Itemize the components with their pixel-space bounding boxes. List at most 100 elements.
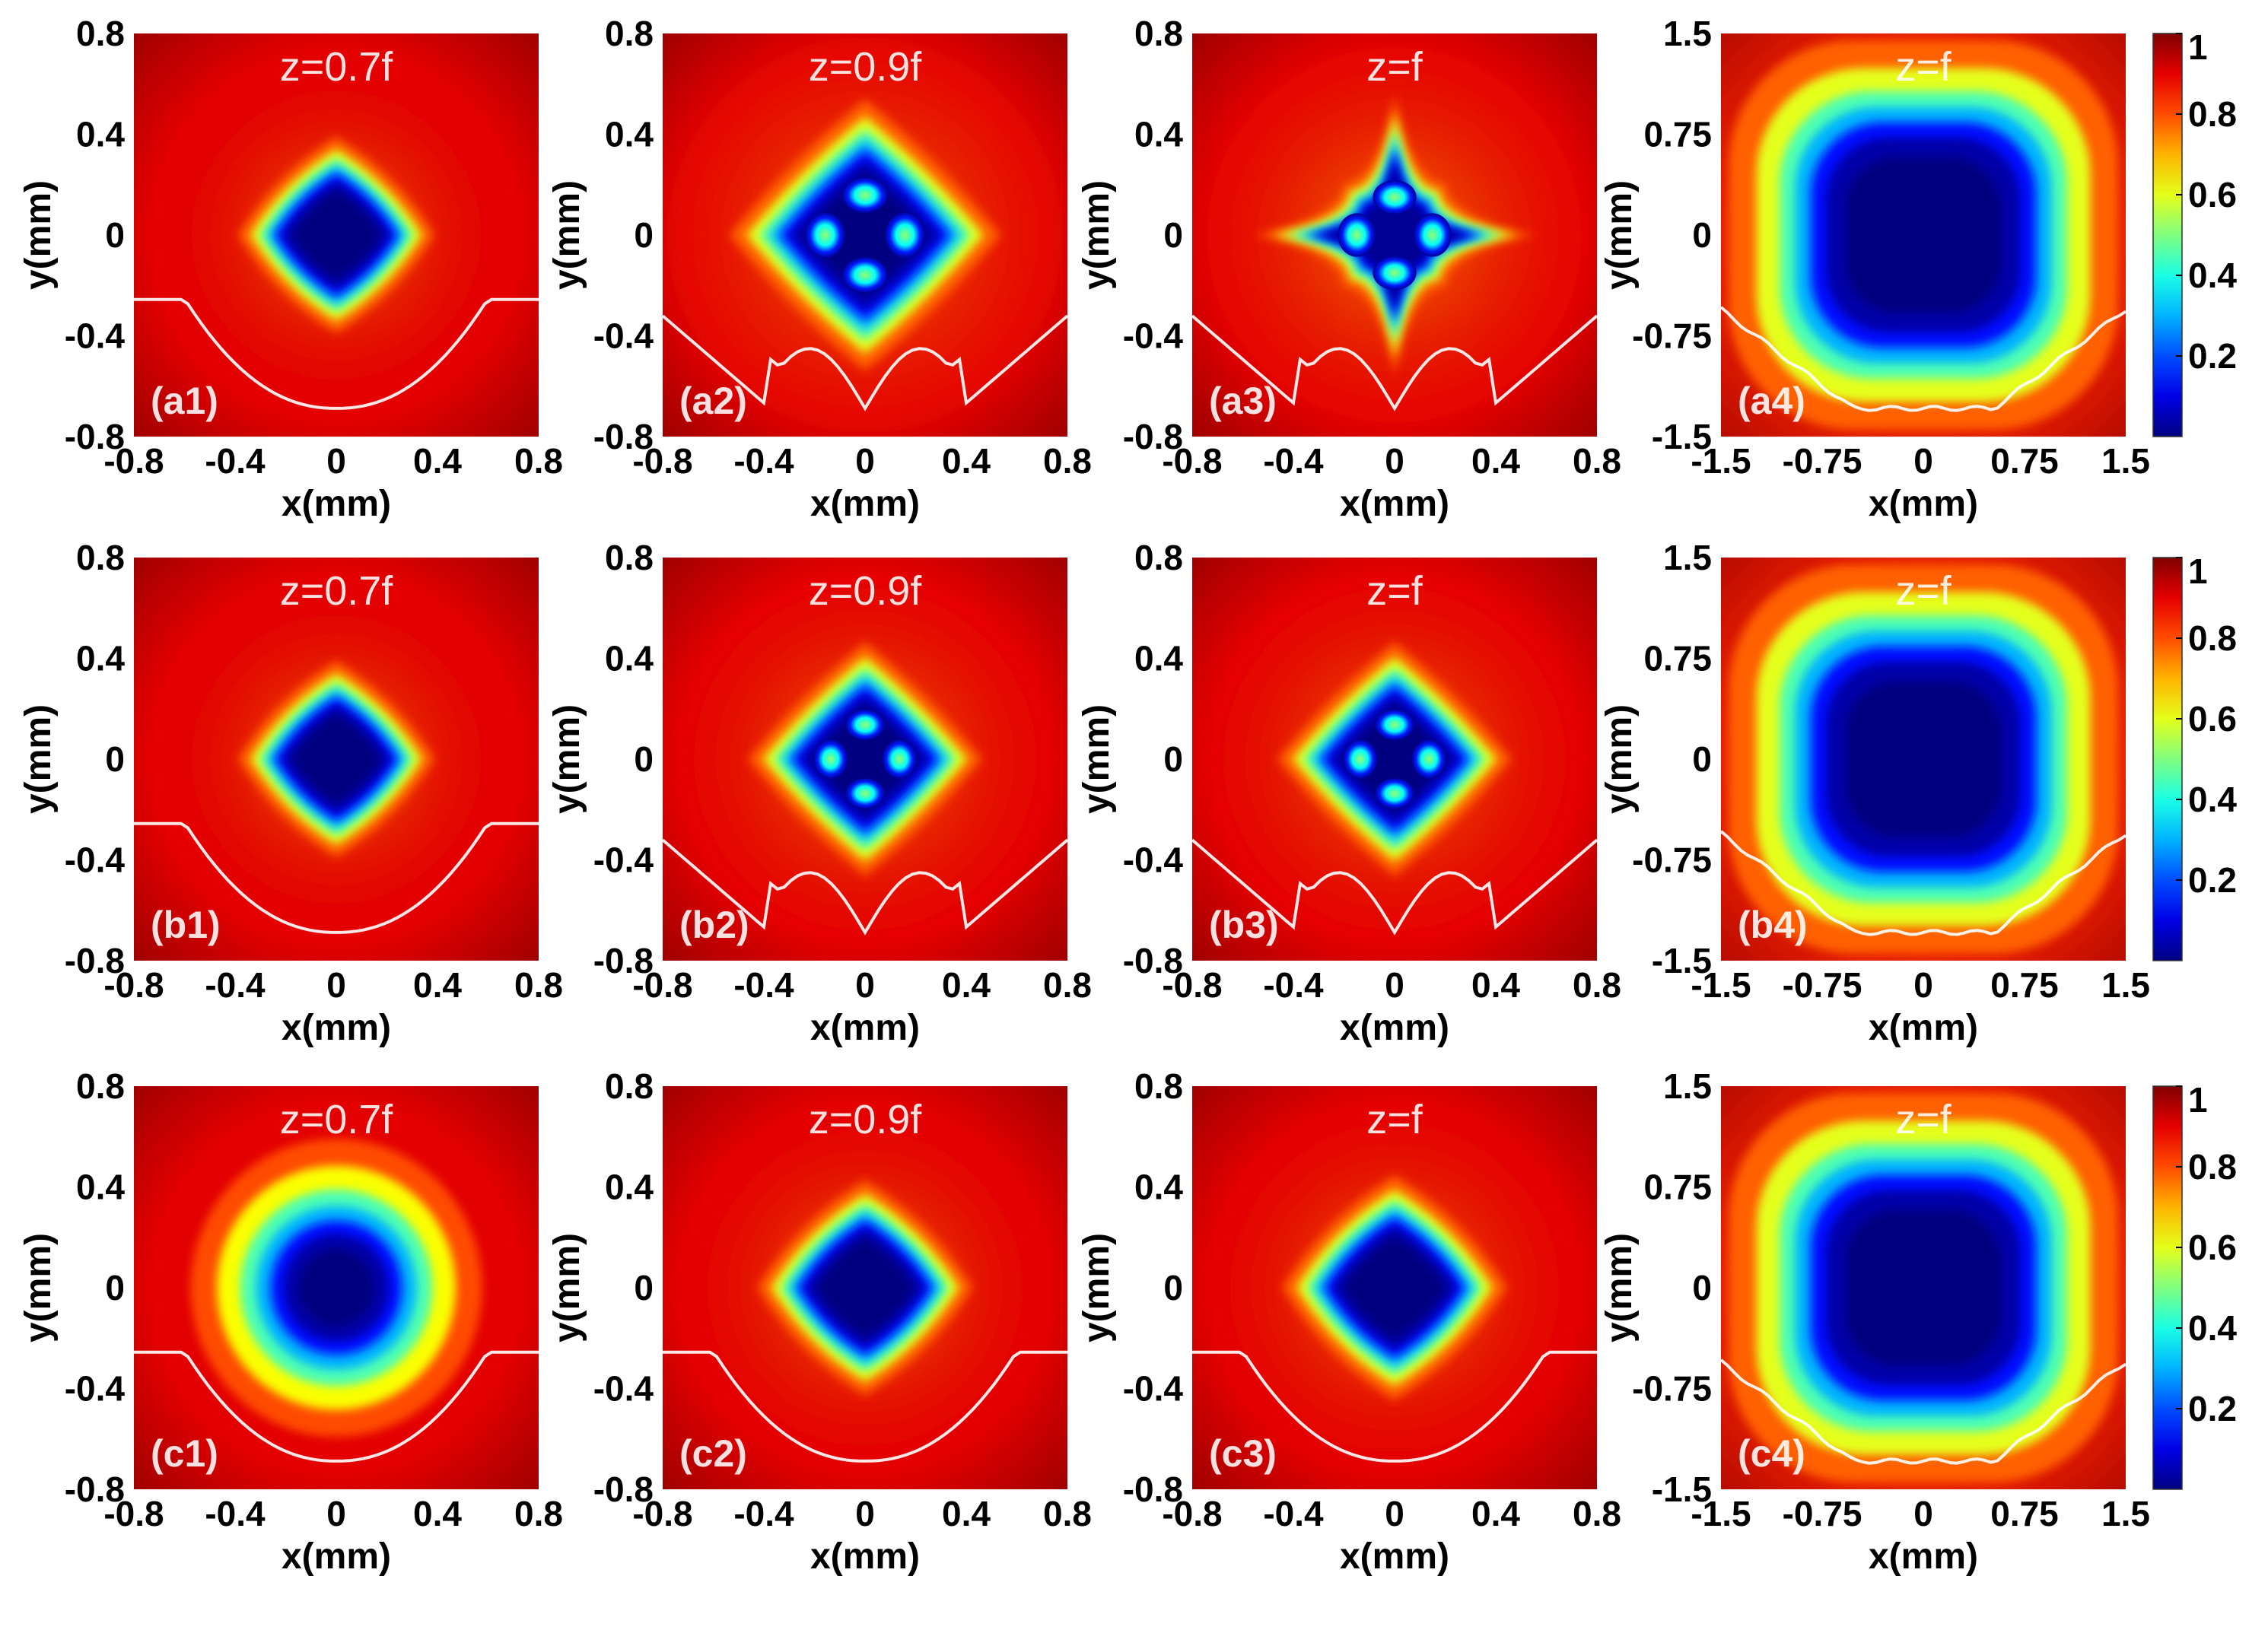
x-tick-label: 0.75	[1990, 965, 2059, 1005]
x-tick-label: 0	[1385, 965, 1404, 1005]
panel-label: (c4)	[1738, 1432, 1805, 1475]
x-tick-label: -0.8	[1162, 441, 1222, 481]
x-tick-label: 0.8	[1043, 441, 1092, 481]
z-position-label: z=0.9f	[809, 1097, 923, 1142]
heatmap-image	[1192, 33, 1597, 437]
colorbar-tick-label: 0.2	[2188, 860, 2237, 900]
y-tick-label: 0	[105, 739, 125, 779]
intensity-lobe	[1374, 777, 1415, 809]
profile-curve	[134, 297, 539, 410]
y-tick-label: 0.8	[605, 1066, 654, 1106]
x-tick-label: -0.4	[733, 1494, 794, 1533]
intensity-panel: (c1) z=0.7f -0.8 -0.4 0 0.4 0.8 0.8 0.4 0 -0.4 -0.8…	[18, 1066, 563, 1577]
x-axis-label: x(mm)	[1869, 1008, 1978, 1048]
intensity-lobe	[845, 777, 886, 809]
y-axis-label: y(mm)	[1599, 1233, 1640, 1342]
y-axis-label: y(mm)	[1599, 704, 1640, 814]
intensity-panel: (c3) z=f -0.8 -0.4 0 0.4 0.8 0.8 0.4 0 -0.4 -0.8 x(m…	[1077, 1066, 1621, 1577]
x-axis-label: x(mm)	[282, 484, 391, 524]
y-tick-label: -0.4	[65, 1369, 126, 1409]
x-tick-label: 0.4	[942, 441, 991, 481]
x-tick-label: 1.5	[2101, 1494, 2150, 1533]
x-tick-label: 0.8	[514, 441, 563, 481]
y-tick-label: -1.5	[1652, 941, 1712, 980]
x-tick-label: 0.4	[413, 1494, 462, 1533]
x-tick-label: -0.4	[205, 965, 266, 1005]
y-tick-label: -0.8	[1123, 1470, 1183, 1509]
z-position-label: z=f	[1366, 44, 1423, 90]
profile-curve	[663, 314, 1067, 411]
profile-curve	[663, 1350, 1067, 1463]
z-position-label: z=f	[1366, 1097, 1423, 1142]
x-tick-label: 0.8	[1573, 965, 1621, 1005]
y-tick-label: -0.8	[65, 417, 125, 456]
y-tick-label: -0.4	[1123, 1369, 1184, 1409]
y-tick-label: 0	[1692, 739, 1712, 779]
intensity-panel: (b3) z=f -0.8 -0.4 0 0.4 0.8 0.8 0.4 0 -0.4 -0.8 x(m…	[1077, 538, 1621, 1048]
y-tick-label: 0.4	[605, 1168, 654, 1207]
heatmap-image	[134, 33, 539, 437]
x-tick-label: 0.4	[942, 965, 991, 1005]
y-tick-label: 0.4	[605, 115, 654, 154]
colorbar-tick-label: 0.8	[2188, 1147, 2237, 1187]
y-tick-label: 0.8	[76, 1066, 125, 1106]
y-axis-label: y(mm)	[1077, 180, 1117, 290]
y-tick-label: 0	[634, 1268, 654, 1307]
intensity-lobe	[1374, 709, 1415, 741]
x-tick-label: -0.4	[733, 965, 794, 1005]
x-axis-label: x(mm)	[1340, 1008, 1449, 1048]
colorbar-tick-label: 0.2	[2188, 1389, 2237, 1428]
x-tick-label: 0.4	[413, 441, 462, 481]
profile-curve	[1721, 1358, 2126, 1465]
x-tick-label: 0.4	[1471, 441, 1520, 481]
y-tick-label: -0.4	[593, 840, 654, 880]
heatmap-image	[663, 33, 1067, 437]
colorbar-tick-label: 0.6	[2188, 175, 2237, 214]
intensity-lobe	[1373, 256, 1417, 291]
heatmap-image	[663, 1086, 1067, 1489]
intensity-lobe	[1411, 739, 1446, 780]
x-tick-label: 0	[855, 441, 875, 481]
y-tick-label: 0	[105, 215, 125, 255]
x-tick-label: 0.8	[1043, 1494, 1092, 1533]
panel-label: (c1)	[151, 1432, 218, 1475]
x-axis-label: x(mm)	[1340, 484, 1449, 524]
x-tick-label: 0.4	[942, 1494, 991, 1533]
intensity-lobe	[813, 739, 848, 780]
y-tick-label: 0.4	[76, 115, 125, 154]
y-tick-label: -0.8	[1123, 941, 1183, 980]
y-tick-label: 0.8	[76, 538, 125, 577]
x-tick-label: -1.5	[1691, 441, 1751, 481]
x-tick-label: -0.8	[103, 1494, 164, 1533]
z-position-label: z=0.7f	[280, 568, 394, 614]
z-position-label: z=f	[1895, 1097, 1952, 1142]
x-tick-label: 0.8	[514, 1494, 563, 1533]
profile-curve	[1721, 306, 2126, 412]
x-tick-label: 0	[1385, 1494, 1404, 1533]
x-tick-label: -0.8	[632, 1494, 692, 1533]
heatmap-image	[134, 1086, 539, 1489]
y-tick-label: 1.5	[1663, 1066, 1712, 1106]
y-tick-label: 0	[634, 739, 654, 779]
x-tick-label: -0.4	[205, 1494, 266, 1533]
x-tick-label: -0.75	[1783, 1494, 1862, 1533]
panel-label: (b4)	[1738, 904, 1808, 946]
heatmap-image	[1192, 1086, 1597, 1489]
y-axis-label: y(mm)	[18, 180, 59, 290]
y-tick-label: 0.8	[1134, 538, 1183, 577]
profile-curve	[663, 838, 1067, 936]
panel-label: (a4)	[1738, 380, 1805, 422]
x-axis-label: x(mm)	[1340, 1536, 1449, 1577]
heatmap-image	[1721, 33, 2126, 437]
x-tick-label: -0.4	[1263, 441, 1324, 481]
colorbar-tick-label: 1	[2188, 551, 2208, 591]
profile-curve	[1192, 314, 1597, 411]
intensity-panel: (a2) z=0.9f -0.8 -0.4 0 0.4 0.8 0.8 0.4 0 -0.4 -0.8…	[547, 14, 1092, 524]
colorbar-gradient	[2152, 1085, 2183, 1490]
y-tick-label: 0	[105, 1268, 125, 1307]
y-axis-label: y(mm)	[18, 1233, 59, 1342]
colorbar-gradient	[2152, 557, 2183, 961]
x-tick-label: -0.4	[1263, 965, 1324, 1005]
y-tick-label: -1.5	[1652, 1470, 1712, 1509]
